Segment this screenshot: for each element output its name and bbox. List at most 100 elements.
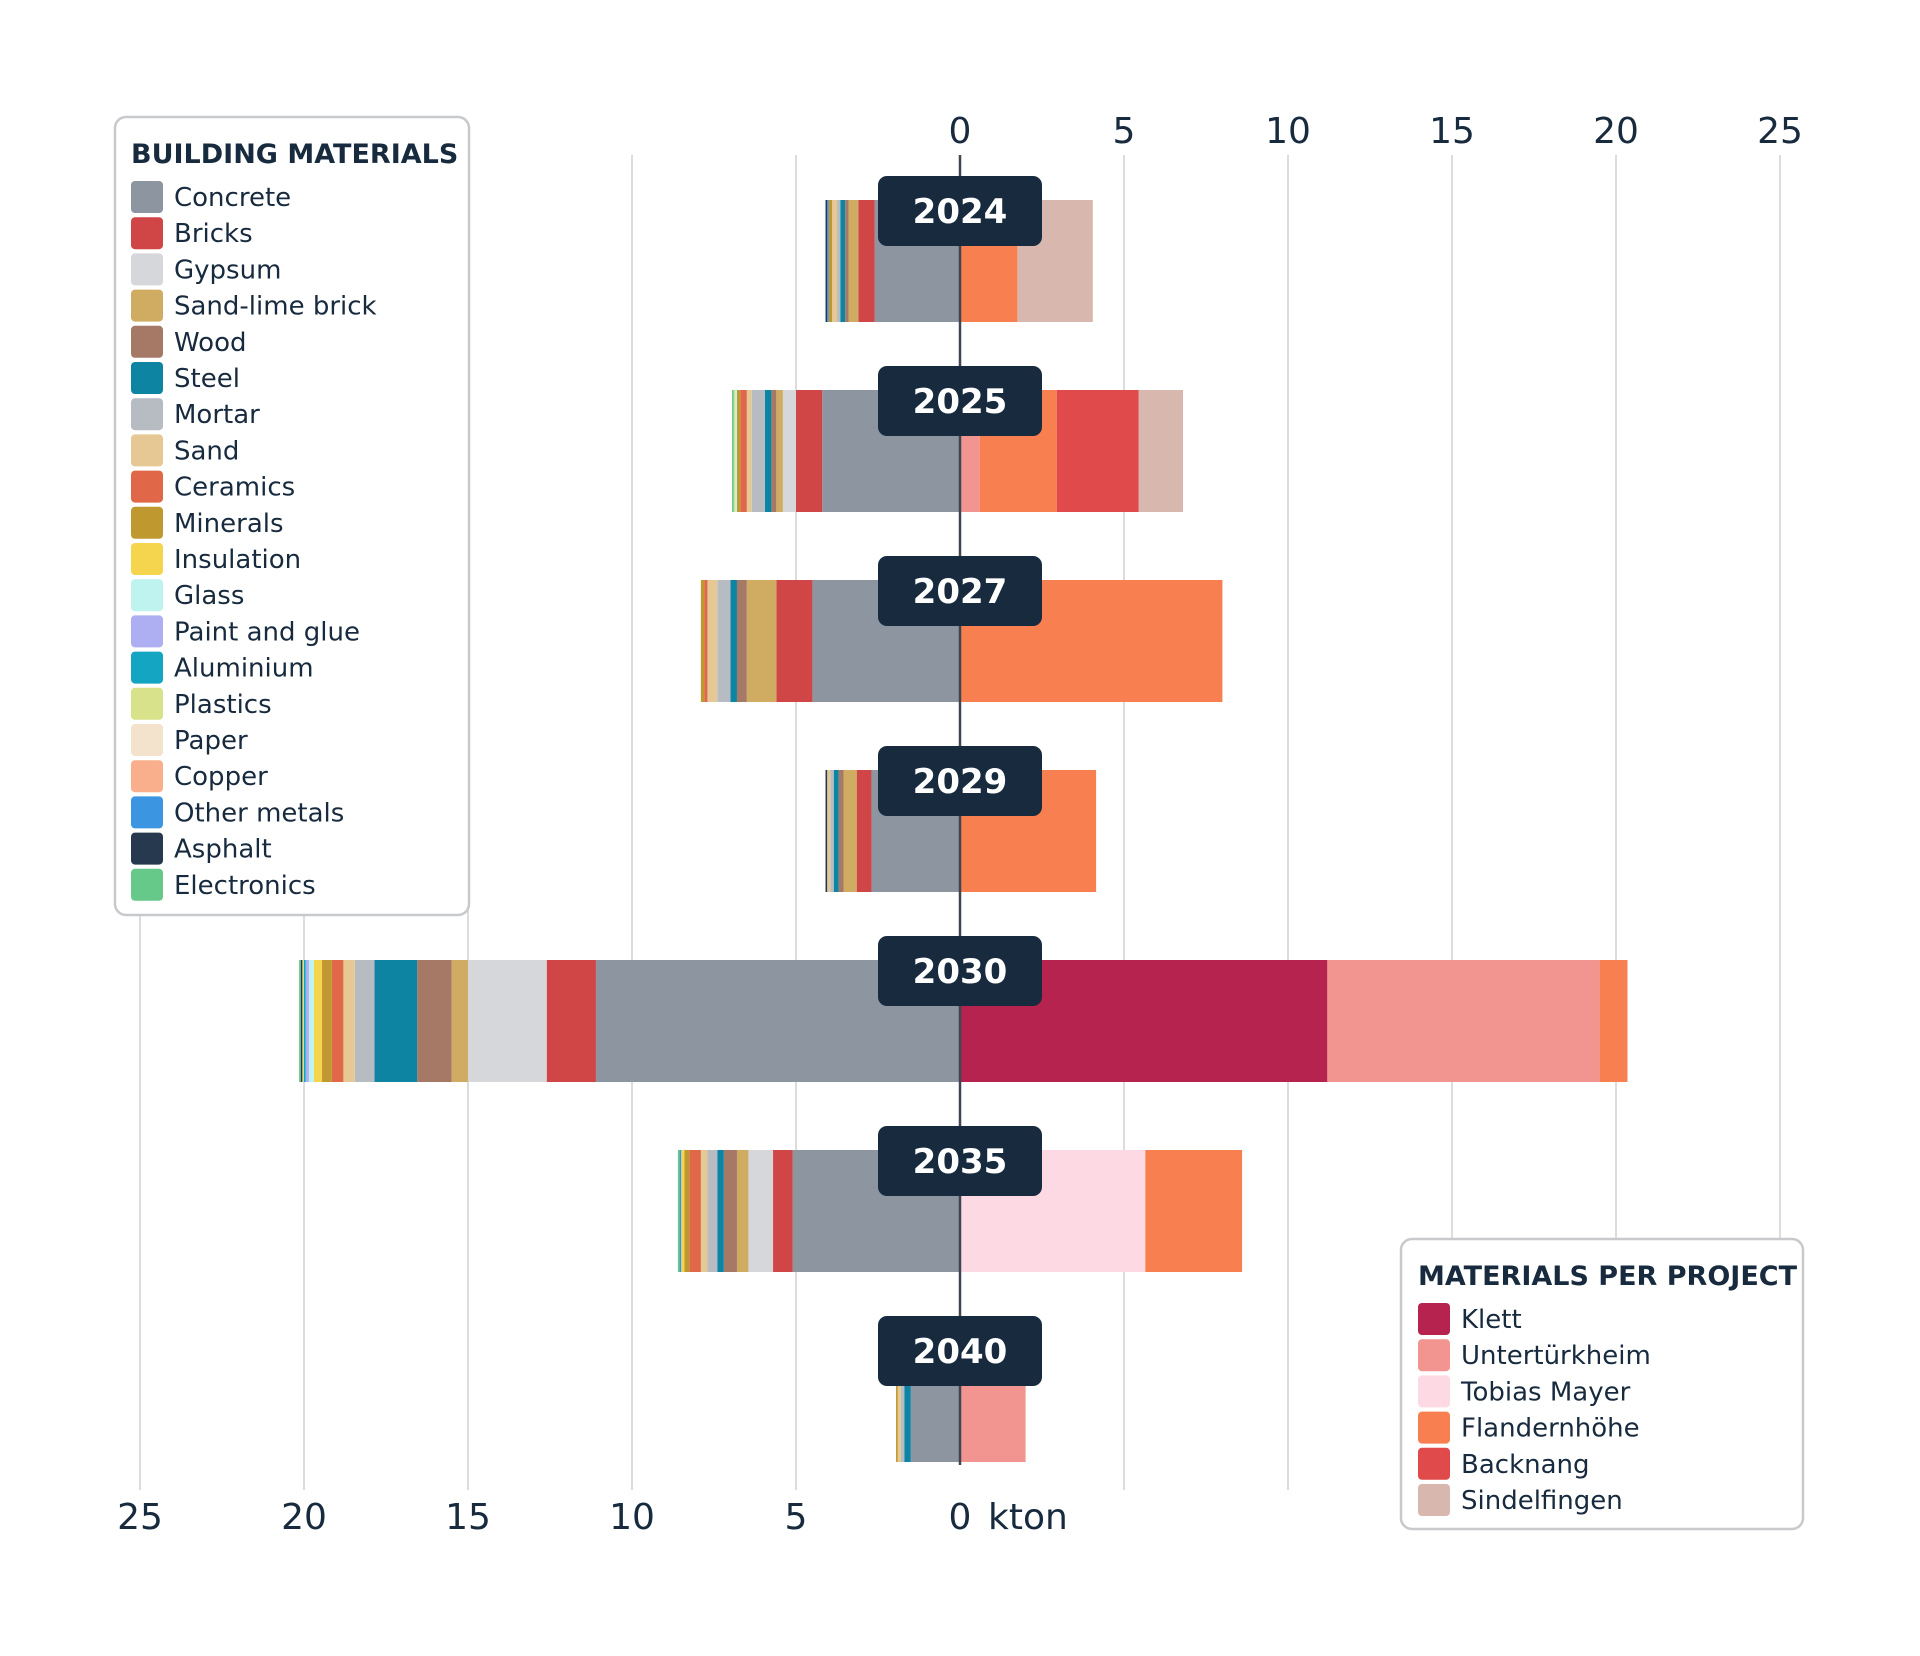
bar-2030-material-glass — [308, 960, 314, 1082]
materials-legend-label-gypsum: Gypsum — [174, 255, 281, 285]
materials-legend-swatch-sand-lime-brick — [131, 289, 163, 322]
materials-legend-swatch-paper — [131, 724, 163, 756]
bar-2030-material-paint-and-glue — [305, 960, 309, 1082]
year-label-2030-badge — [878, 936, 1042, 1006]
bar-2024-material-wood — [845, 200, 849, 322]
bar-2029-material-sand — [827, 770, 831, 892]
materials-legend-swatch-steel — [131, 362, 163, 394]
materials-legend-box — [113, 115, 471, 917]
bar-2030-material-wood — [417, 960, 452, 1082]
bar-2027-material-sand-lime-brick — [746, 580, 777, 702]
bar-2040-material-steel — [904, 1340, 911, 1462]
projects-legend-label-sindelfingen: Sindelfingen — [1461, 1486, 1623, 1516]
bar-2024-material-other-metals — [827, 200, 829, 322]
materials-legend-label-paint-and-glue: Paint and glue — [174, 617, 360, 647]
materials-legend-title: BUILDING MATERIALS — [131, 139, 458, 170]
bottom-tick-25: 25 — [117, 1497, 163, 1538]
materials-legend-swatch-other-metals — [131, 796, 163, 829]
bar-2030-material-sand-lime-brick — [451, 960, 468, 1082]
bar-2035-material-ceramics — [689, 1150, 701, 1272]
bar-2030-material-asphalt — [300, 960, 303, 1082]
bar-2024-material-mortar — [837, 200, 841, 322]
materials-legend-swatch-ceramics — [131, 470, 163, 503]
bars — [299, 200, 1628, 1462]
materials-legend-label-copper: Copper — [174, 762, 268, 792]
bar-2035-project-flandernh-he — [1145, 1150, 1243, 1272]
bar-2029-material-sand-lime-brick — [843, 770, 857, 892]
bar-2040-material-minerals — [896, 1340, 898, 1462]
projects-legend: MATERIALS PER PROJECT Klett Untertürkheim… — [1399, 1237, 1805, 1531]
bar-2030-material-steel — [374, 960, 418, 1082]
projects-legend-swatch-backnang — [1418, 1447, 1450, 1480]
projects-legend-label-tobias-mayer: Tobias Mayer — [1460, 1377, 1631, 1407]
materials-legend-label-ceramics: Ceramics — [174, 473, 295, 503]
bar-2024-material-sand — [832, 200, 837, 322]
year-labels: 2024 2025 2027 2029 2030 2035 2040 — [878, 176, 1042, 1386]
projects-legend-title: MATERIALS PER PROJECT — [1418, 1261, 1798, 1292]
bar-2030-material-ceramics — [331, 960, 344, 1082]
projects-legend-label-klett: Klett — [1461, 1305, 1522, 1335]
bar-2025-material-sand — [746, 390, 752, 512]
bar-2024-material-minerals — [828, 200, 833, 322]
year-label-2040: 2040 — [913, 1332, 1008, 1372]
year-label-2029-badge — [878, 746, 1042, 816]
year-label-2027: 2027 — [913, 572, 1008, 612]
top-tick-25: 25 — [1757, 111, 1803, 152]
bar-2035-material-electronics — [677, 1150, 680, 1272]
year-label-2035-badge — [878, 1126, 1042, 1196]
bar-2024-material-sand-lime-brick — [848, 200, 859, 322]
bar-2027-material-steel — [730, 580, 737, 702]
bar-2025-material-steel — [764, 390, 772, 512]
materials-legend-label-steel: Steel — [174, 364, 240, 394]
bar-2024-material-asphalt — [825, 200, 828, 322]
year-label-2030: 2030 — [913, 952, 1008, 992]
top-tick-10: 10 — [1265, 111, 1311, 152]
bar-2025-project-sindelfingen — [1138, 390, 1184, 512]
bar-2030-material-aluminium — [304, 960, 306, 1082]
bar-2025-material-bricks — [796, 390, 823, 512]
bar-2035-material-gypsum — [748, 1150, 774, 1272]
bar-2035-material-other-metals — [679, 1150, 682, 1272]
bar-2030-project-untert-rkheim — [1327, 960, 1600, 1082]
materials-legend-swatch-paint-and-glue — [131, 615, 163, 648]
materials-legend-swatch-sand — [131, 434, 163, 467]
materials-legend-swatch-asphalt — [131, 832, 163, 865]
materials-legend-swatch-plastics — [131, 687, 163, 720]
materials-legend-label-sand-lime-brick: Sand-lime brick — [174, 292, 377, 322]
projects-legend-items: Klett Untertürkheim Tobias Mayer Flandernhö… — [1418, 1303, 1651, 1516]
materials-legend-label-mortar: Mortar — [174, 400, 260, 430]
materials-legend-label-electronics: Electronics — [174, 871, 316, 901]
materials-legend-swatch-aluminium — [131, 651, 163, 684]
bottom-tick-5: 5 — [785, 1497, 808, 1538]
year-label-2025-badge — [878, 366, 1042, 436]
bar-2029-material-steel — [833, 770, 839, 892]
bar-2027-material-sand — [707, 580, 718, 702]
materials-legend-label-asphalt: Asphalt — [174, 835, 272, 865]
bar-2027-material-minerals — [700, 580, 705, 702]
bar-2024-material-bricks — [858, 200, 875, 322]
materials-legend-label-glass: Glass — [174, 581, 244, 611]
axis-unit-label: kton — [988, 1497, 1068, 1538]
bar-2029-material-mortar — [830, 770, 834, 892]
materials-legend-label-sand: Sand — [174, 436, 239, 466]
top-tick-20: 20 — [1593, 111, 1639, 152]
bar-2030-material-sand — [343, 960, 355, 1082]
projects-legend-swatch-klett — [1418, 1303, 1450, 1335]
materials-legend-swatch-glass — [131, 579, 163, 612]
bar-2027-material-wood — [736, 580, 747, 702]
year-label-2040-badge — [878, 1316, 1042, 1386]
bar-2027-material-mortar — [717, 580, 731, 702]
bar-2035-material-wood — [723, 1150, 737, 1272]
projects-legend-swatch-flandernh-he — [1418, 1411, 1450, 1444]
bottom-tick-20: 20 — [281, 1497, 327, 1538]
building-materials-legend: BUILDING MATERIALS Concrete Bricks Gypsum S… — [113, 115, 471, 917]
materials-legend-label-plastics: Plastics — [174, 690, 272, 720]
top-tick-5: 5 — [1113, 111, 1136, 152]
bar-2029-material-wood — [838, 770, 844, 892]
bar-2035-material-sand — [700, 1150, 708, 1272]
projects-legend-swatch-sindelfingen — [1418, 1484, 1450, 1516]
year-label-2025: 2025 — [913, 382, 1008, 422]
materials-legend-swatch-electronics — [131, 868, 163, 901]
projects-legend-box — [1399, 1237, 1805, 1531]
